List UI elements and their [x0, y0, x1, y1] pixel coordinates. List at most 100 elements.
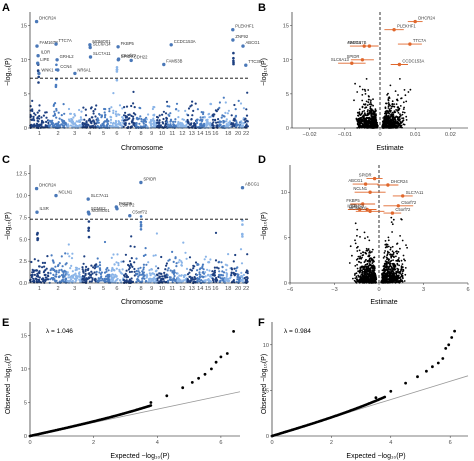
- data-point: [122, 260, 125, 263]
- data-point: [166, 269, 169, 272]
- data-point: [132, 123, 135, 126]
- gene-label: SPIDR: [143, 177, 156, 182]
- x-tick-label-E: 4: [156, 440, 159, 446]
- data-point: [371, 273, 374, 276]
- data-point: [30, 274, 33, 277]
- data-point: [394, 120, 397, 123]
- data-point: [402, 266, 404, 268]
- data-point: [203, 258, 206, 261]
- data-point: [89, 273, 93, 277]
- data-point: [386, 280, 389, 283]
- hit-point: [169, 43, 173, 47]
- data-point: [167, 267, 170, 270]
- x-tick-label-F: 4: [389, 440, 392, 446]
- data-point: [202, 112, 205, 116]
- data-point: [221, 125, 224, 128]
- gene-label: SLC7A11: [93, 51, 111, 56]
- data-point: [118, 270, 121, 273]
- data-point: [204, 275, 207, 278]
- data-point: [130, 235, 133, 238]
- data-point: [222, 120, 225, 123]
- data-point: [192, 264, 195, 267]
- data-point: [389, 116, 391, 119]
- data-point: [142, 271, 145, 274]
- data-point: [368, 261, 370, 263]
- x-tick-label-C: 11: [169, 286, 175, 292]
- data-point: [55, 273, 58, 276]
- hit-point: [392, 28, 396, 32]
- data-point: [356, 123, 359, 126]
- hit-point: [231, 38, 235, 42]
- data-point: [387, 245, 390, 248]
- data-point: [103, 107, 106, 111]
- data-point: [397, 251, 400, 253]
- x-tick-label-B: −0.02: [303, 132, 317, 138]
- data-point: [352, 277, 354, 280]
- data-point: [133, 274, 136, 277]
- data-point: [46, 255, 49, 258]
- data-point: [384, 240, 387, 242]
- data-point: [401, 276, 404, 278]
- qq-point: [453, 329, 456, 333]
- data-point: [177, 116, 180, 119]
- data-point: [245, 119, 248, 122]
- data-point: [196, 269, 199, 272]
- hit-point: [35, 210, 39, 214]
- data-point: [150, 278, 153, 281]
- data-point: [359, 121, 361, 123]
- data-point: [392, 266, 395, 268]
- data-point: [230, 268, 234, 271]
- data-point: [90, 280, 93, 283]
- data-point: [230, 271, 233, 274]
- data-point: [370, 278, 372, 281]
- data-point: [221, 270, 224, 273]
- data-point: [162, 110, 165, 113]
- data-point: [390, 280, 393, 282]
- data-point: [230, 274, 233, 277]
- data-point: [227, 253, 230, 256]
- data-point: [194, 261, 198, 264]
- data-point: [165, 262, 168, 265]
- data-point: [211, 118, 215, 121]
- data-point: [390, 121, 393, 124]
- gene-label: NCLN1: [353, 186, 367, 191]
- data-point: [192, 109, 195, 112]
- data-point: [218, 106, 221, 109]
- data-point: [100, 275, 103, 278]
- data-point: [393, 125, 395, 128]
- data-point: [118, 123, 121, 126]
- x-tick-label-C: 6: [115, 286, 118, 292]
- data-point: [88, 280, 91, 283]
- data-point: [135, 269, 138, 273]
- y-tick-label-A: 15: [21, 24, 27, 30]
- data-point: [359, 85, 361, 88]
- data-point: [130, 277, 133, 280]
- data-point: [198, 275, 201, 278]
- data-point: [225, 120, 228, 123]
- data-point: [372, 104, 374, 107]
- data-point: [405, 119, 408, 121]
- y-tick-label-C: 10.0: [16, 194, 27, 200]
- data-point: [374, 279, 377, 282]
- data-point: [177, 261, 180, 264]
- data-point: [115, 78, 119, 82]
- data-point: [216, 121, 220, 124]
- data-point: [384, 260, 387, 262]
- hit-point: [128, 214, 132, 218]
- data-point: [158, 275, 161, 278]
- y-tick-label-B: 15: [283, 24, 289, 30]
- data-point: [227, 109, 230, 112]
- data-point: [388, 125, 390, 128]
- data-point: [36, 69, 40, 72]
- data-point: [130, 104, 133, 108]
- data-point: [384, 250, 386, 252]
- qq-point: [425, 369, 428, 373]
- data-point: [395, 109, 397, 111]
- gene-label: SPIDR: [121, 54, 134, 59]
- data-point: [71, 270, 74, 273]
- data-point: [107, 269, 110, 272]
- data-point: [396, 252, 399, 255]
- gene-label: LIPE: [40, 57, 49, 62]
- data-point: [54, 83, 58, 87]
- data-point: [74, 124, 78, 127]
